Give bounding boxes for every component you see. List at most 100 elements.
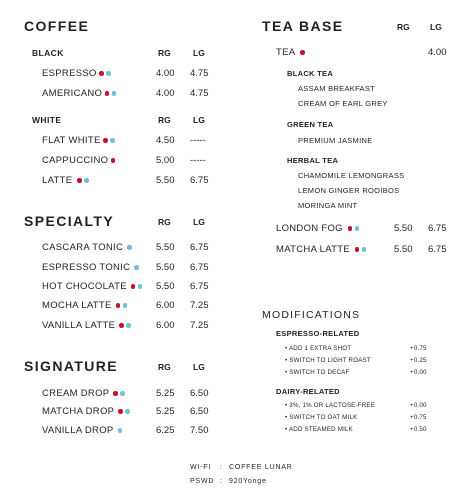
modification-item: • ADD 1 EXTRA SHOT — [285, 345, 352, 352]
modification-item: • SWITCH TO LIGHT ROAST — [285, 357, 371, 364]
wifi-network: COFFEE LUNAR — [229, 464, 293, 471]
tea-variety: ASSAM BREAKFAST — [298, 84, 376, 93]
black-rg-header: RG — [158, 48, 171, 58]
non-dairy-dot-icon — [122, 303, 128, 308]
price-rg: 6.00 — [156, 320, 175, 331]
signature-rg-header: RG — [158, 362, 171, 372]
non-dairy-dot-icon — [126, 323, 131, 328]
tea-variety: CHAMOMILE LEMONGRASS — [298, 171, 405, 180]
modification-price: +0.75 — [410, 414, 427, 421]
wifi-separator: : — [220, 464, 223, 471]
price-rg: 5.25 — [156, 388, 175, 399]
price-rg: 4.00 — [156, 68, 175, 79]
price-lg: 6.50 — [190, 388, 209, 399]
non-dairy-dot-icon — [106, 71, 111, 76]
menu-item: TEA — [276, 47, 305, 58]
menu-item: LATTE — [42, 175, 89, 186]
green-tea-label: GREEN TEA — [287, 120, 334, 129]
price-rg: 5.50 — [156, 242, 175, 253]
menu-item: VANILLA LATTE — [42, 320, 131, 331]
modification-item: • ADD STEAMED MILK — [285, 426, 354, 433]
price-rg: 5.50 — [394, 223, 413, 234]
menu-item: HOT CHOCOLATE — [42, 281, 143, 292]
menu-item: MOCHA LATTE — [42, 300, 128, 311]
price-lg: 7.25 — [190, 300, 209, 311]
modifications-title: MODIFICATIONS — [262, 309, 361, 321]
non-dairy-dot-icon — [127, 245, 132, 250]
menu-item: FLAT WHITE — [42, 135, 115, 146]
dairy-dot-icon — [130, 284, 136, 289]
modification-price: +0.25 — [410, 357, 427, 364]
white-lg-header: LG — [193, 115, 205, 125]
tea-variety: MORINGA MINT — [298, 201, 358, 210]
menu-item: MATCHA LATTE — [276, 244, 367, 255]
price-lg: 6.75 — [428, 244, 447, 255]
non-dairy-dot-icon — [361, 247, 367, 252]
dairy-related-label: DAIRY-RELATED — [276, 387, 340, 396]
dairy-dot-icon — [354, 247, 360, 252]
modification-item: • SWITCH TO OAT MILK — [285, 414, 358, 421]
white-label: WHITE — [32, 115, 62, 125]
tea-base-title: TEA BASE — [262, 18, 344, 34]
non-dairy-dot-icon — [111, 91, 117, 96]
black-tea-label: BLACK TEA — [287, 69, 334, 78]
price-lg: 6.75 — [190, 262, 209, 273]
menu-item: CAPPUCCINO — [42, 155, 116, 166]
signature-lg-header: LG — [193, 362, 205, 372]
signature-title: SIGNATURE — [24, 358, 119, 374]
wifi-label: WI-FI — [190, 464, 212, 471]
price-lg: 6.50 — [190, 406, 209, 417]
non-dairy-dot-icon — [120, 391, 125, 396]
price-lg: 6.75 — [428, 223, 447, 234]
menu-item: CASCARA TONIC — [42, 242, 132, 253]
dairy-dot-icon — [300, 50, 305, 55]
white-rg-header: RG — [158, 115, 171, 125]
black-lg-header: LG — [193, 48, 205, 58]
price-lg: 7.25 — [190, 320, 209, 331]
price-rg: 4.50 — [156, 135, 175, 146]
menu-item: ESPRESSO — [42, 68, 111, 79]
menu-item: LONDON FOG — [276, 223, 360, 234]
wifi-password: 920Yonge — [229, 478, 267, 485]
price-rg: 6.25 — [156, 425, 175, 436]
menu-item: VANILLA DROP — [42, 425, 123, 436]
non-dairy-dot-icon — [117, 428, 123, 433]
price-rg: 4.00 — [156, 88, 175, 99]
tea-variety: LEMON GINGER ROOIBOS — [298, 186, 400, 195]
dairy-dot-icon — [77, 178, 82, 183]
tea-variety: PREMIUM JASMINE — [298, 136, 373, 145]
modification-item: • SWITCH TO DECAF — [285, 369, 350, 376]
tea-variety: CREAM OF EARL GREY — [298, 99, 388, 108]
dairy-dot-icon — [103, 138, 108, 143]
price-rg: 5.00 — [156, 155, 175, 166]
price-lg: 7.50 — [190, 425, 209, 436]
price-rg: 6.00 — [156, 300, 175, 311]
specialty-title: SPECIALTY — [24, 213, 115, 229]
price-rg: 5.50 — [156, 262, 175, 273]
password-separator: : — [220, 478, 223, 485]
menu-item: CREAM DROP — [42, 388, 125, 399]
tea-lg-header: LG — [430, 22, 442, 32]
price-lg: 4.00 — [428, 47, 447, 58]
non-dairy-dot-icon — [125, 409, 130, 414]
price-lg: 4.75 — [190, 88, 209, 99]
tea-rg-header: RG — [397, 22, 410, 32]
modification-item: • 3%, 1% OR LACTOSE-FREE — [285, 402, 376, 409]
menu-item: AMERICANO — [42, 88, 117, 99]
dairy-dot-icon — [119, 323, 124, 328]
dairy-dot-icon — [99, 71, 104, 76]
price-rg: 5.50 — [156, 281, 175, 292]
password-label: PSWD — [190, 478, 215, 485]
non-dairy-dot-icon — [137, 284, 143, 289]
price-lg: 6.75 — [190, 281, 209, 292]
price-lg: 6.75 — [190, 242, 209, 253]
coffee-title: COFFEE — [24, 18, 90, 34]
dairy-dot-icon — [113, 391, 118, 396]
black-label: BLACK — [32, 48, 64, 58]
dairy-dot-icon — [347, 226, 353, 231]
dairy-dot-icon — [118, 409, 123, 414]
herbal-tea-label: HERBAL TEA — [287, 156, 339, 165]
non-dairy-dot-icon — [134, 265, 139, 270]
espresso-related-label: ESPRESSO-RELATED — [276, 329, 360, 338]
modification-price: +0.00 — [410, 369, 427, 376]
